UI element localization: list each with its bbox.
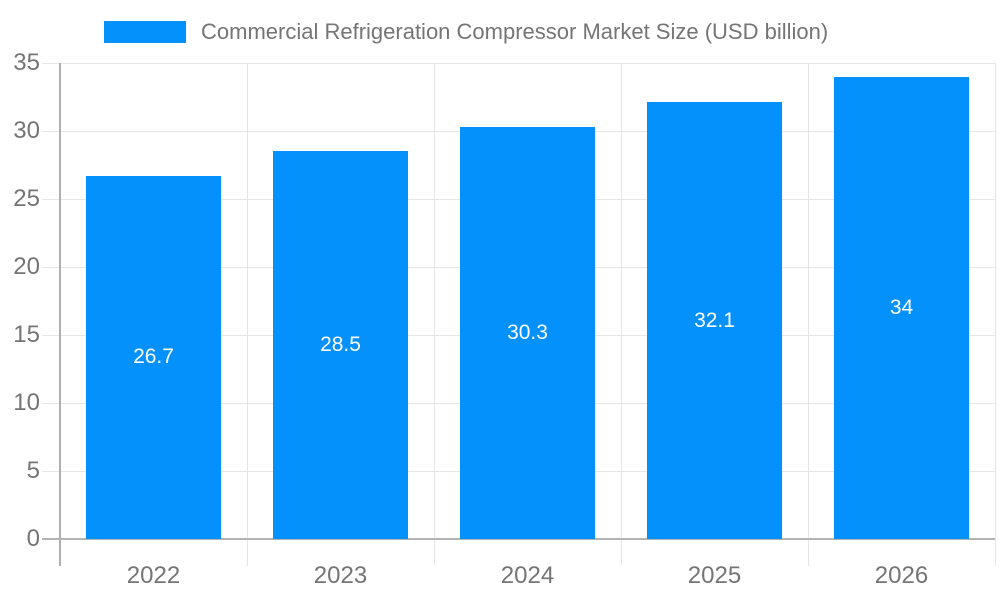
gridline-x-2 [434, 63, 435, 566]
bar-2023[interactable] [273, 151, 408, 539]
gridline-x-5 [995, 63, 996, 566]
gridline-x-4 [808, 63, 809, 566]
x-axis-label-2023: 2023 [313, 562, 368, 589]
legend-swatch-icon [104, 21, 186, 43]
bar-value-label-2026: 34 [889, 295, 914, 319]
y-axis-label-35: 35 [13, 49, 40, 76]
x-axis-label-2024: 2024 [500, 562, 555, 589]
bar-2025[interactable] [647, 102, 782, 539]
x-axis-label-2025: 2025 [687, 562, 742, 589]
y-axis-label-15: 15 [13, 321, 40, 348]
gridline-x-3 [621, 63, 622, 566]
x-axis-label-2022: 2022 [126, 562, 181, 589]
y-axis-label-10: 10 [13, 389, 40, 416]
gridline-x-1 [247, 63, 248, 566]
y-axis-line [59, 63, 61, 566]
bar-2024[interactable] [460, 126, 595, 539]
bar-value-label-2023: 28.5 [320, 333, 361, 357]
bar-2026[interactable] [834, 76, 969, 539]
y-axis-label-5: 5 [26, 457, 40, 484]
gridline-y-35 [42, 63, 995, 64]
bar-2022[interactable] [86, 175, 221, 539]
y-axis-label-30: 30 [13, 117, 40, 144]
x-axis-line [42, 538, 995, 540]
x-axis-label-2026: 2026 [874, 562, 929, 589]
y-axis-label-25: 25 [13, 185, 40, 212]
bar-value-label-2024: 30.3 [507, 320, 548, 344]
bar-value-label-2025: 32.1 [694, 308, 735, 332]
y-axis-label-20: 20 [13, 253, 40, 280]
chart-legend[interactable]: Commercial Refrigeration Compressor Mark… [104, 19, 829, 44]
legend-label: Commercial Refrigeration Compressor Mark… [201, 19, 829, 44]
y-axis-label-0: 0 [26, 525, 40, 552]
bar-value-label-2022: 26.7 [133, 345, 174, 369]
